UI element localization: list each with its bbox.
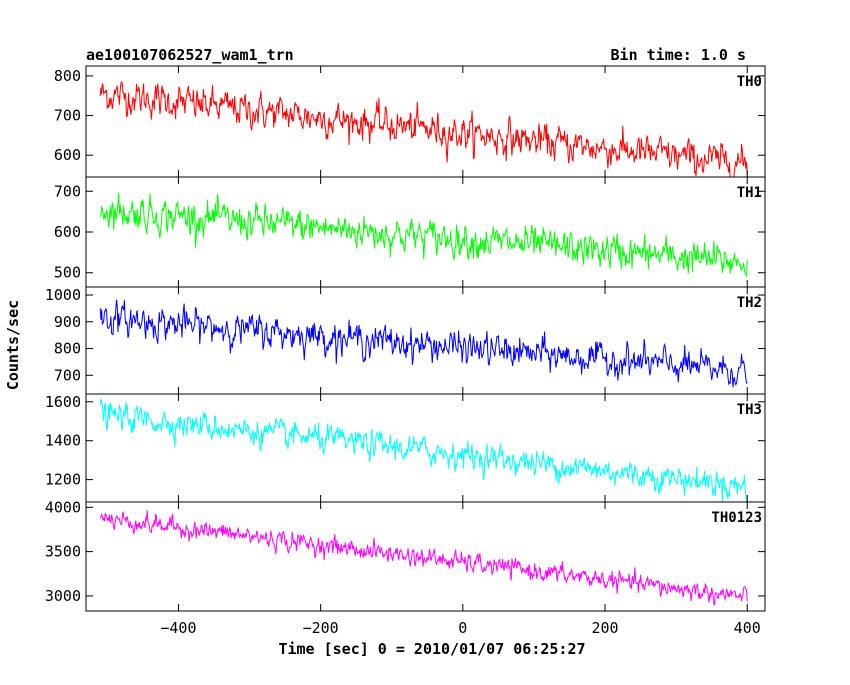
series-line-th1 <box>99 192 748 278</box>
y-tick-label-th3: 1600 <box>45 393 81 411</box>
y-tick-label-th2: 700 <box>54 366 81 384</box>
y-tick-label-th3: 1200 <box>45 471 81 489</box>
y-tick-label-th3: 1400 <box>45 432 81 450</box>
series-line-th3 <box>99 398 748 502</box>
y-axis-label: Counts/sec <box>4 300 22 390</box>
panel-th0123: 3000 3500 4000 TH0123 <box>45 498 766 612</box>
panel-th2: 700 800 900 1000 TH2 <box>45 286 766 395</box>
panel-th1: 500 600 700 TH1 <box>54 176 766 288</box>
panel-label-th3: TH3 <box>737 402 762 418</box>
y-tick-label-th0123: 4000 <box>45 498 81 516</box>
panel-th0: 600 700 800 TH0 <box>54 65 766 178</box>
y-tick-label-th0123: 3000 <box>45 587 81 605</box>
bin-time-label: Bin time: 1.0 s <box>611 46 746 64</box>
y-tick-label-th0: 800 <box>54 67 81 85</box>
panel-frame-th0123 <box>85 501 766 612</box>
x-tick-label: −200 <box>303 619 339 637</box>
x-axis-label: Time [sec] 0 = 2010/01/07 06:25:27 <box>278 640 585 658</box>
y-tick-label-th2: 800 <box>54 340 81 358</box>
series-line-th0123 <box>99 510 748 606</box>
y-tick-label-th1: 700 <box>54 182 81 200</box>
panel-frame-th0 <box>85 65 766 178</box>
x-tick-label: 0 <box>458 619 467 637</box>
panels-group: 600 700 800 TH0 500 600 700 TH1 700 800 900 1000 TH2… <box>45 65 766 612</box>
y-tick-label-th0123: 3500 <box>45 543 81 561</box>
series-line-th0 <box>99 81 748 177</box>
y-tick-label-th0: 700 <box>54 107 81 125</box>
x-tick-label: 200 <box>591 619 618 637</box>
panel-label-th1: TH1 <box>737 185 762 201</box>
chart-title: ae100107062527_wam1_trn <box>86 46 294 64</box>
y-tick-label-th1: 500 <box>54 264 81 282</box>
x-axis: −400 −200 0 200 400 <box>160 619 760 637</box>
panel-label-th2: TH2 <box>737 295 762 311</box>
x-tick-label: −400 <box>160 619 196 637</box>
y-tick-label-th0: 600 <box>54 146 81 164</box>
x-tick-label: 400 <box>734 619 761 637</box>
series-line-th2 <box>99 299 748 388</box>
panel-label-th0: TH0 <box>737 74 762 90</box>
y-tick-label-th2: 900 <box>54 313 81 331</box>
y-tick-label-th1: 600 <box>54 223 81 241</box>
panel-th3: 1200 1400 1600 TH3 <box>45 393 766 503</box>
y-tick-label-th2: 1000 <box>45 286 81 304</box>
panel-label-th0123: TH0123 <box>711 510 762 526</box>
